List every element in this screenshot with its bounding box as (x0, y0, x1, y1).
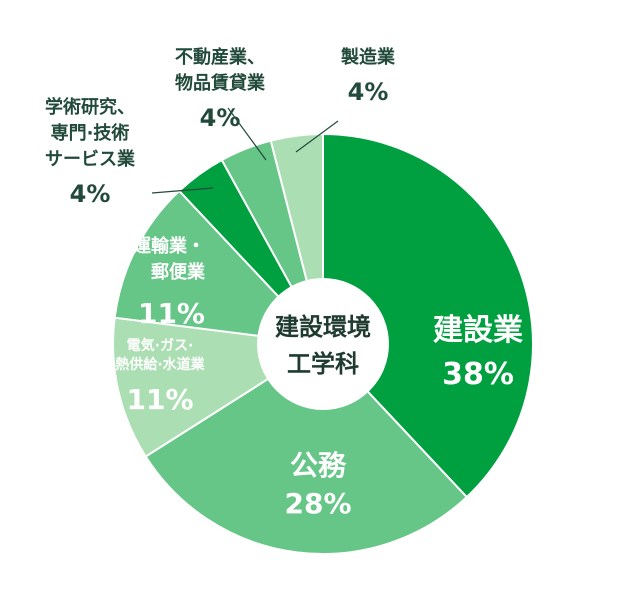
slice-label-1: 建設業 38% (433, 313, 523, 392)
slice-label-4-name-line-2: 郵便業 (151, 261, 206, 283)
slice-label-2-value: 28% (284, 487, 351, 520)
slice-label-5-name-line-3: サービス業 (45, 148, 136, 170)
slice-label-5-value: 4% (70, 180, 111, 208)
slice-label-3-value: 11% (126, 383, 193, 416)
slice-label-7-name-line-1: 製造業 (340, 46, 396, 68)
slice-label-2: 公務 28% (284, 449, 351, 520)
slice-label-3-name-line-2: 熱供給·水道業 (115, 356, 205, 373)
slice-2 (144, 342, 469, 555)
slice-label-3: 電気·ガス· 熱供給·水道業 11% (115, 337, 205, 416)
slice-labels: 建設業 38% 公務 28% 電気·ガス· 熱供給·水道業 11% 運輸業・郵便業 11% 学術研… (45, 46, 523, 520)
slice-label-7-value: 4% (348, 78, 389, 106)
slice-1 (322, 132, 534, 499)
center-label-line-1: 建設環境 (275, 313, 371, 341)
slice-label-1-name-line-1: 建設業 (433, 313, 523, 348)
leader-line-6 (227, 107, 267, 161)
slice-label-4-name-line-1: 運輸業・ (133, 235, 205, 257)
slice-label-6-value: 4% (200, 104, 241, 132)
slice-label-2-name-line-1: 公務 (290, 449, 347, 482)
slice-label-4: 運輸業・郵便業 11% (133, 235, 206, 330)
donut-hole (257, 278, 389, 410)
slice-label-3-name-line-1: 電気·ガス· (127, 337, 194, 354)
slice-label-6-name-line-2: 物品賃貸業 (175, 72, 266, 94)
leader-line-7 (295, 120, 339, 153)
leader-lines (151, 107, 339, 194)
slice-label-6: 不動産業、物品賃貸業 4% (175, 46, 266, 132)
center-label-line-2: 工学科 (287, 350, 359, 378)
slice-label-7: 製造業 4% (340, 46, 396, 106)
slice-label-5-name-line-2: 専門·技術 (51, 122, 130, 144)
slice-label-1-value: 38% (442, 357, 514, 392)
leader-line-5 (151, 187, 214, 194)
slice-label-5-name-line-1: 学術研究、 (45, 96, 135, 118)
slice-label-6-name-line-1: 不動産業、 (175, 46, 265, 68)
slice-label-4-value: 11% (138, 297, 205, 330)
